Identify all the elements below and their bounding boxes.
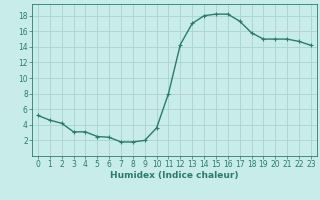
- X-axis label: Humidex (Indice chaleur): Humidex (Indice chaleur): [110, 171, 239, 180]
